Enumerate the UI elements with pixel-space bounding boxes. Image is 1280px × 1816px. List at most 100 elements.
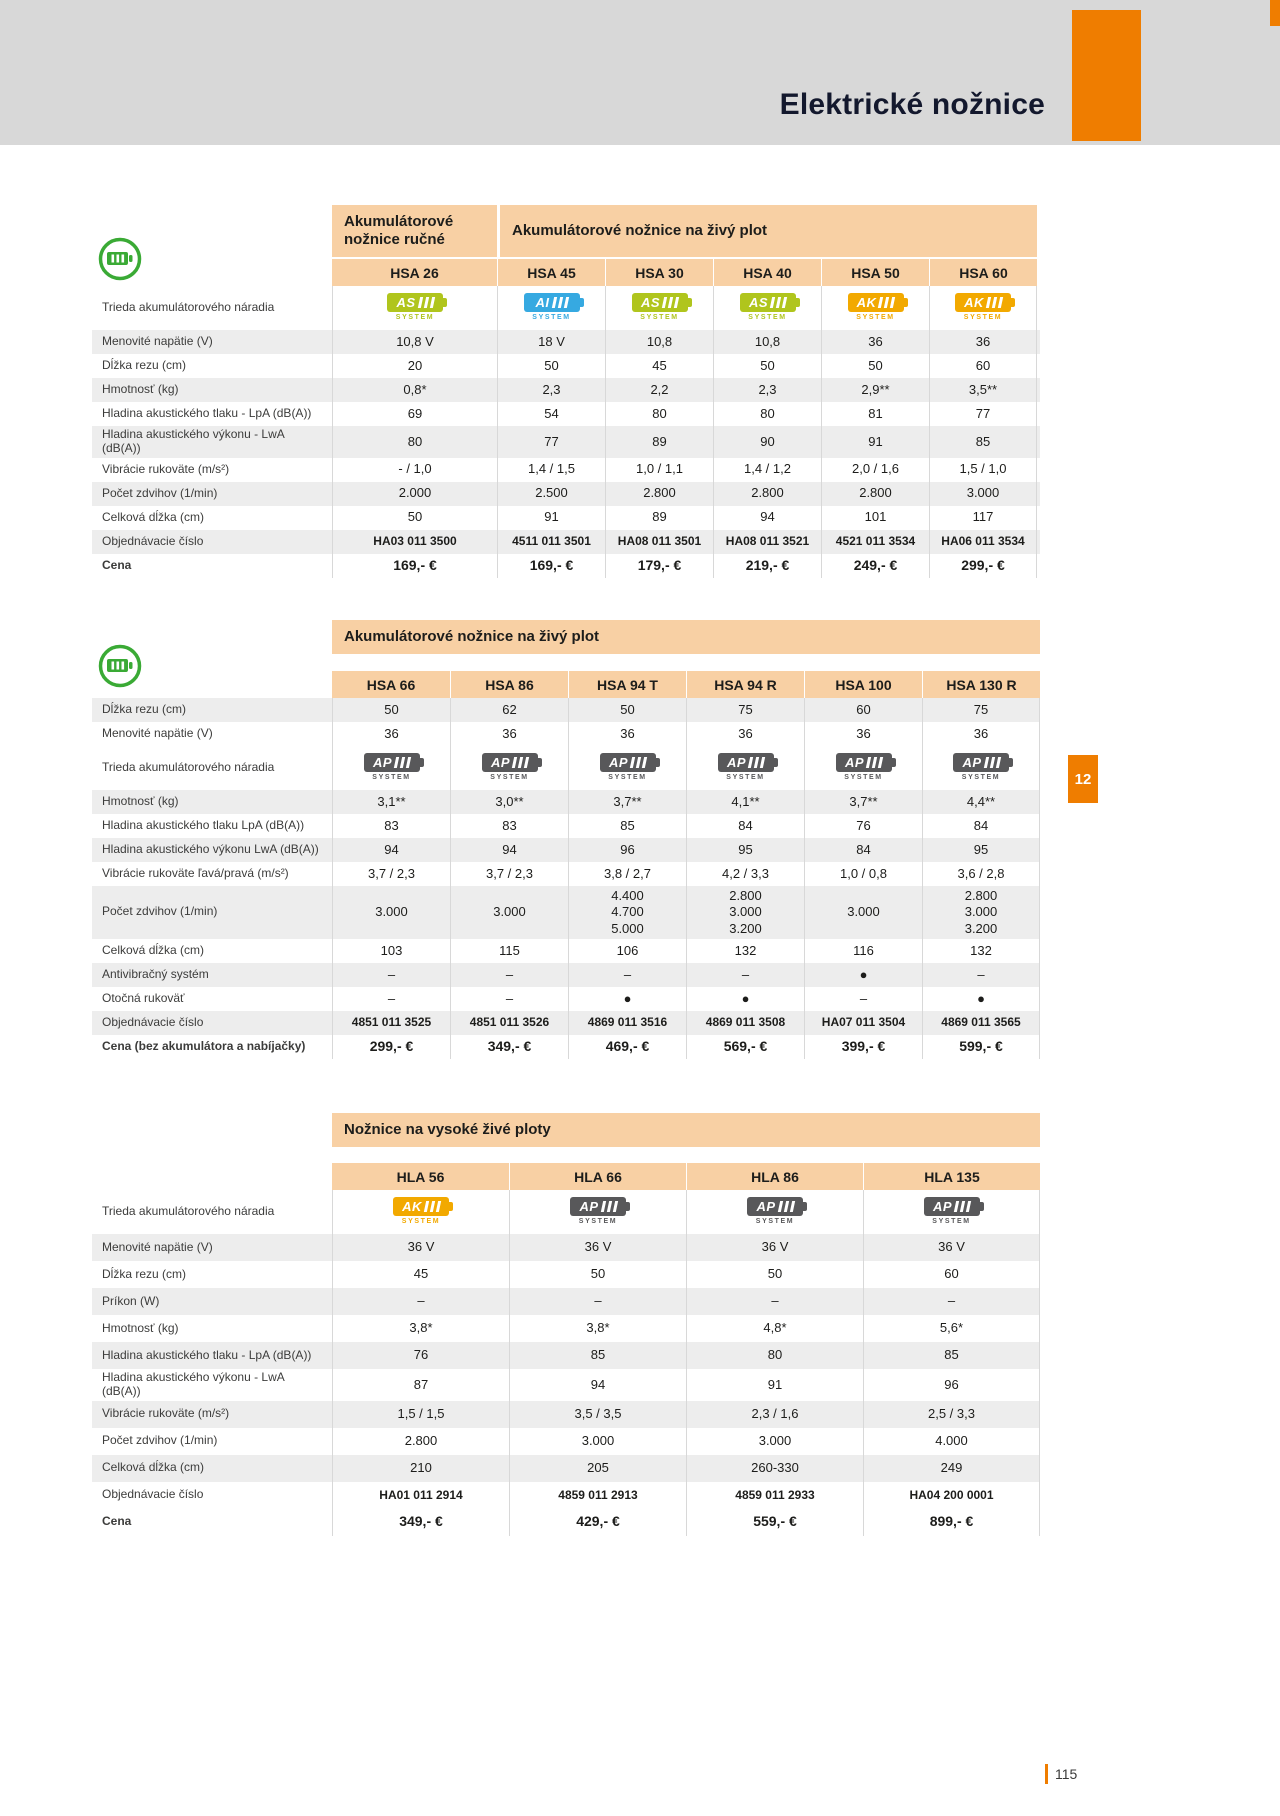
spec-cell: 36 V — [509, 1234, 686, 1261]
spec-cell: 83 — [450, 814, 568, 838]
battery-bar-icon — [769, 297, 776, 309]
spec-cell: 132 — [922, 938, 1040, 963]
as-system-badge: AS SYSTEM — [387, 293, 447, 323]
battery-bar-icon — [985, 297, 992, 309]
spec-cell: 91 — [821, 426, 929, 458]
ap-system-badge: AP SYSTEM — [363, 753, 424, 783]
spec-row-label: Hladina akustického výkonu LwA (dB(A)) — [102, 842, 319, 857]
spec-cell: 1,5 / 1,0 — [929, 457, 1037, 482]
battery-bar-icon — [777, 1201, 783, 1213]
spec-row-label: Hmotnosť (kg) — [102, 382, 179, 397]
spec-cell: 260-330 — [686, 1454, 863, 1482]
spec-row-label: Trieda akumulátorového náradia — [102, 760, 275, 775]
spec-cell: 5,6* — [863, 1315, 1040, 1342]
spec-row: Objednávacie číslo HA01 011 2914 4859 011 … — [92, 1481, 1040, 1509]
spec-cell: 210 — [332, 1454, 509, 1482]
ap-system-badge-box: AP — [717, 753, 778, 773]
spec-row-label: Hmotnosť (kg) — [102, 1320, 179, 1335]
spec-table-2: Akumulátorové nožnice na živý plot HSA 66… — [92, 620, 1040, 1059]
spec-row-label: Celková dĺžka (cm) — [102, 942, 205, 957]
spec-cell: AI SYSTEM — [497, 286, 605, 330]
page-footer: 115 — [1045, 1764, 1077, 1784]
spec-cell: 101 — [821, 505, 929, 530]
spec-cell: 4,1** — [686, 790, 804, 814]
battery-bar-icon — [997, 297, 1004, 309]
spec-cell: 36 — [922, 722, 1040, 746]
battery-bar-icon — [606, 1201, 612, 1213]
spec-row: Trieda akumulátorového náradia AS SYSTEM AI… — [92, 286, 1040, 330]
spec-row: Hladina akustického tlaku LpA (dB(A)) 83 8… — [92, 814, 1040, 838]
spec-cell: AP SYSTEM — [804, 746, 922, 790]
spec-cell: 1,4 / 1,5 — [497, 457, 605, 482]
badge-system-label: SYSTEM — [395, 314, 435, 322]
spec-cell: 60 — [863, 1261, 1040, 1288]
battery-bar-icon — [429, 297, 435, 309]
badge-label: AS — [640, 294, 661, 310]
spec-cell: 559,- € — [686, 1508, 863, 1536]
spec-row: Dĺžka rezu (cm) 20 50 45 50 50 60 — [92, 354, 1040, 378]
spec-row-label: Objednávacie číslo — [102, 1014, 204, 1029]
spec-row: Trieda akumulátorového náradia AP SYSTEM AP… — [92, 746, 1040, 790]
spec-row: Celková dĺžka (cm) 50 91 89 94 101 117 — [92, 505, 1040, 530]
spec-cell: 116 — [804, 938, 922, 963]
spec-cell: 91 — [497, 505, 605, 530]
spec-row: Objednávacie číslo HA03 011 3500 4511 011 … — [92, 529, 1040, 554]
model-header-row: HSA 26 HSA 45 HSA 30 HSA 40 HSA 50 HSA 60 — [92, 259, 1040, 286]
spec-cell: 2.800 — [713, 481, 821, 506]
spec-cell: 50 — [332, 505, 497, 530]
spec-row: Vibrácie rukoväte (m/s²) - / 1,0 1,4 / 1,5… — [92, 457, 1040, 482]
spec-cell: AS SYSTEM — [332, 286, 497, 330]
spec-cell: 85 — [929, 426, 1037, 458]
spec-cell: 81 — [821, 402, 929, 426]
ak-system-badge: AK SYSTEM — [955, 293, 1015, 323]
badge-label: AI — [535, 294, 550, 310]
spec-cell: 3,5** — [929, 378, 1037, 402]
spec-cell: 3,7 / 2,3 — [332, 862, 450, 886]
battery-bar-icon — [612, 1201, 618, 1213]
model-name: HSA 100 — [804, 671, 922, 698]
spec-cell: 90 — [713, 426, 821, 458]
spec-row: Objednávacie číslo 4851 011 3525 4851 011 … — [92, 1010, 1040, 1035]
spec-cell: 80 — [332, 426, 497, 458]
spec-row-label: Celková dĺžka (cm) — [102, 509, 205, 524]
spec-row-label: Dĺžka rezu (cm) — [102, 358, 187, 373]
spec-row-label: Menovité napätie (V) — [102, 1239, 213, 1254]
spec-row-label: Trieda akumulátorového náradia — [102, 1204, 275, 1219]
spec-cell: 3.000 — [686, 1427, 863, 1455]
badge-label: AK — [856, 294, 877, 310]
page-title: Elektrické nožnice — [779, 88, 1045, 121]
spec-row-label: Hladina akustického výkonu - LwA (dB(A)) — [102, 1370, 285, 1398]
spec-row: Dĺžka rezu (cm) 50 62 50 75 60 75 — [92, 698, 1040, 722]
spec-cell: AP SYSTEM — [568, 746, 686, 790]
spec-row: Počet zdvihov (1/min) 2.000 2.500 2.800 2.80… — [92, 481, 1040, 506]
spec-cell: 569,- € — [686, 1034, 804, 1059]
spec-cell: 10,8 V — [332, 330, 497, 354]
spec-cell: 132 — [686, 938, 804, 963]
spec-cell: 249 — [863, 1454, 1040, 1482]
chapter-tab-label: 12 — [1074, 770, 1092, 788]
footer-accent-bar — [1045, 1764, 1048, 1784]
spec-cell: 429,- € — [509, 1508, 686, 1536]
model-name: HSA 130 R — [922, 671, 1040, 698]
ap-system-badge-box: AP — [363, 753, 424, 773]
spec-row: Vibrácie rukoväte (m/s²) 1,5 / 1,5 3,5 / 3… — [92, 1400, 1040, 1428]
group-header: Akumulátorové nožnice ručné — [332, 205, 497, 257]
ak-system-badge-box: AK — [847, 293, 908, 313]
spec-cell: 94 — [450, 838, 568, 862]
spec-row: Menovité napätie (V) 36 36 36 36 36 36 — [92, 722, 1040, 746]
spec-cell: 60 — [804, 698, 922, 722]
spec-cell: 3,7 / 2,3 — [450, 862, 568, 886]
badge-system-label: SYSTEM — [532, 314, 571, 322]
spec-cell: 3,7** — [568, 790, 686, 814]
spec-cell: 36 V — [863, 1234, 1040, 1261]
badge-label: AS — [396, 294, 416, 310]
spec-cell: 103 — [332, 938, 450, 963]
badge-system-label: SYSTEM — [578, 1218, 618, 1226]
ap-system-badge-box: AP — [570, 1197, 630, 1217]
spec-row-label: Antivibračný systém — [102, 966, 209, 981]
spec-cell: 4,8* — [686, 1315, 863, 1342]
ai-system-badge-box: AI — [523, 293, 584, 313]
spec-cell: AP SYSTEM — [686, 746, 804, 790]
spec-cell: 2.500 — [497, 481, 605, 506]
ap-system-badge: AP SYSTEM — [923, 1197, 984, 1227]
